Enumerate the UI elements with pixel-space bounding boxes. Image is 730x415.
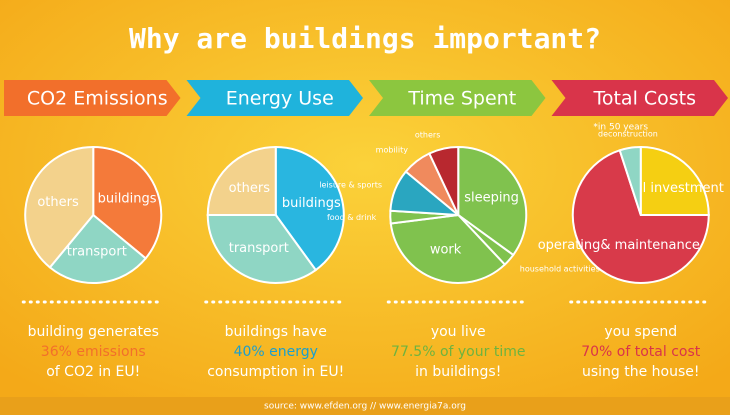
page-title: Why are buildings important?: [129, 22, 601, 55]
caption-line: in buildings!: [415, 364, 501, 380]
slice-label: others: [229, 181, 271, 196]
banner-title: Energy Use: [226, 88, 334, 110]
pie-slice: [618, 145, 642, 216]
banner: [186, 80, 363, 116]
pie-slice: [92, 145, 163, 260]
slice-label: mobility: [376, 146, 409, 155]
caption-line: 36% emissions: [41, 344, 146, 360]
slice-label: sleeping: [464, 191, 519, 206]
caption-line: building generates: [28, 324, 159, 340]
slice-label: operating& maintenance: [538, 238, 700, 253]
banner: [369, 80, 546, 116]
banner-title: Time Spent: [407, 88, 516, 110]
slice-label: buildings: [282, 196, 341, 211]
slice-label: work: [430, 243, 462, 258]
slice-label: deconstruction: [598, 130, 658, 139]
slice-label: transport: [229, 241, 289, 256]
pie-slice: [427, 145, 460, 216]
pie-slice: [274, 145, 345, 272]
slice-label: others: [415, 130, 440, 139]
source: source: www.efden.org // www.energia7a.o…: [264, 402, 466, 412]
caption-line: consumption in EU!: [207, 364, 344, 380]
slice-label: leisure & sports: [319, 180, 382, 189]
slice-label: transport: [67, 245, 127, 260]
pie-slice: [639, 145, 710, 216]
pie-slice: [48, 213, 148, 284]
pie-slice: [389, 213, 507, 284]
caption-line: of CO2 in EU!: [46, 364, 140, 380]
source-bar: [0, 397, 730, 415]
banner: [4, 80, 181, 116]
caption-line: you live: [431, 324, 486, 340]
caption-line: 70% of total cost: [581, 344, 701, 360]
caption-line: using the house!: [582, 364, 700, 380]
pie-slice: [24, 145, 95, 269]
pie-slice: [206, 214, 318, 284]
pie-slice: [571, 149, 710, 284]
slice-label: buildings: [98, 192, 157, 207]
banner-title: Total Costs: [592, 88, 696, 110]
caption-line: 77.5% of your time: [391, 344, 525, 360]
caption-line: you spend: [604, 324, 677, 340]
pie-slice: [457, 145, 528, 257]
slice-label: household activities: [520, 265, 600, 274]
slice-label: others: [37, 195, 79, 210]
caption-line: 40% energy: [234, 344, 318, 360]
banner-title: CO2 Emissions: [27, 88, 168, 110]
note: *in 50 years: [593, 123, 648, 133]
banner: [551, 80, 728, 116]
slice-label: food & drink: [327, 213, 377, 222]
pie-slice: [206, 145, 277, 216]
caption-line: buildings have: [225, 324, 327, 340]
